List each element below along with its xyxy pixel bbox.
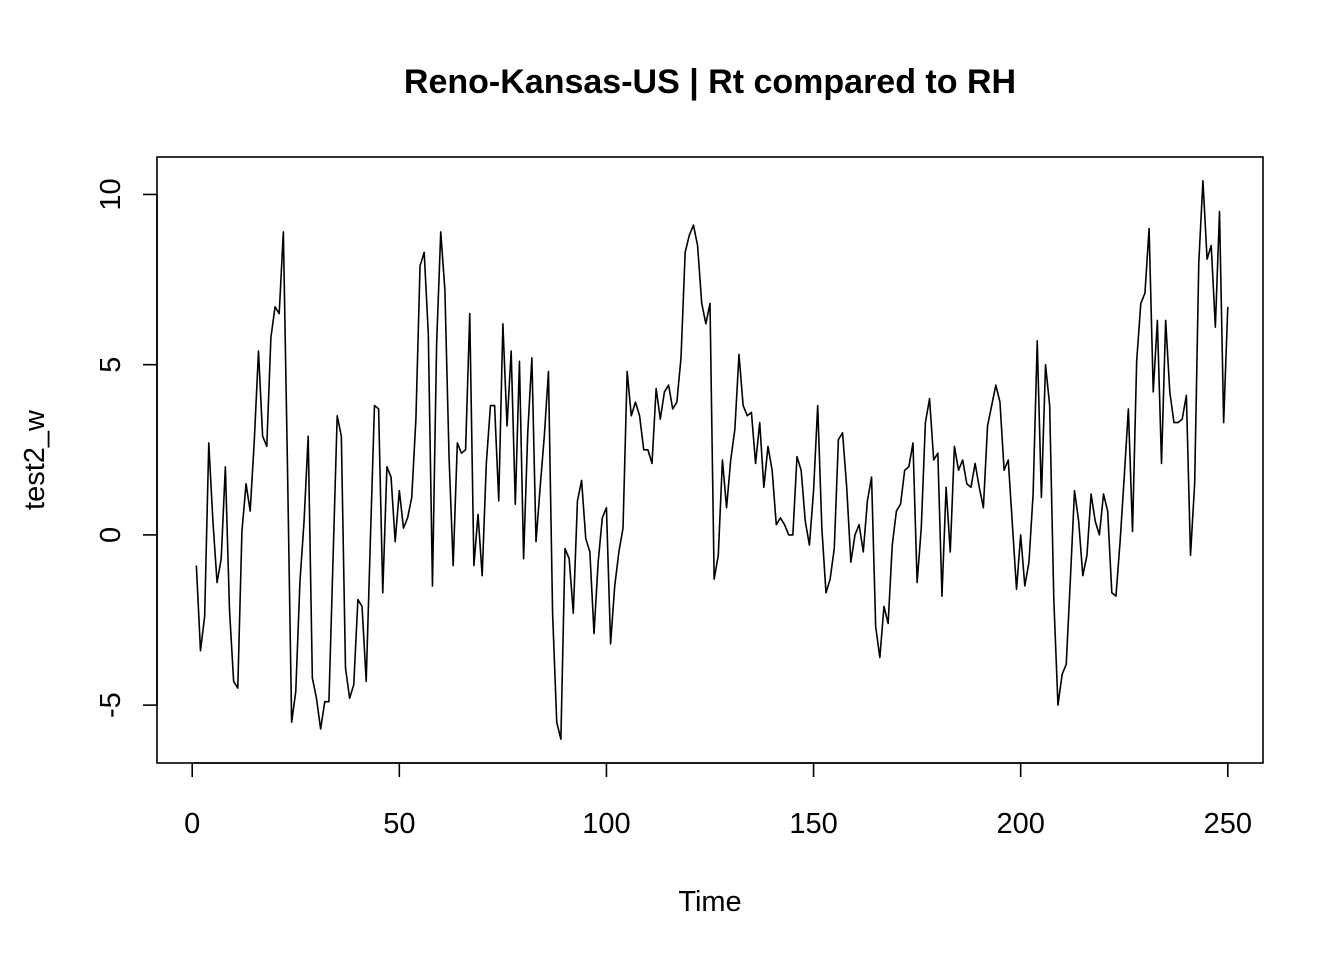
- plot-frame: [156, 156, 1264, 764]
- y-axis-label: test2_w: [19, 409, 51, 510]
- x-tick-label: 50: [383, 808, 415, 840]
- y-tick-label: -5: [95, 692, 127, 718]
- chart-title: Reno-Kansas-US | Rt compared to RH: [404, 63, 1016, 101]
- y-tick-label: 10: [95, 178, 127, 210]
- y-tick-label: 0: [95, 527, 127, 543]
- x-tick-label: 200: [996, 808, 1044, 840]
- x-tick-label: 250: [1204, 808, 1252, 840]
- series-line: [195, 180, 1229, 740]
- x-axis-ticks: 0 50 100 150 200 250: [184, 763, 1252, 840]
- y-axis-ticks: -5 0 5 10: [95, 178, 157, 718]
- x-tick-label: 150: [789, 808, 837, 840]
- x-tick-label: 0: [184, 808, 200, 840]
- x-tick-label: 100: [582, 808, 630, 840]
- y-tick-label: 5: [95, 357, 127, 373]
- x-axis-label: Time: [678, 886, 741, 918]
